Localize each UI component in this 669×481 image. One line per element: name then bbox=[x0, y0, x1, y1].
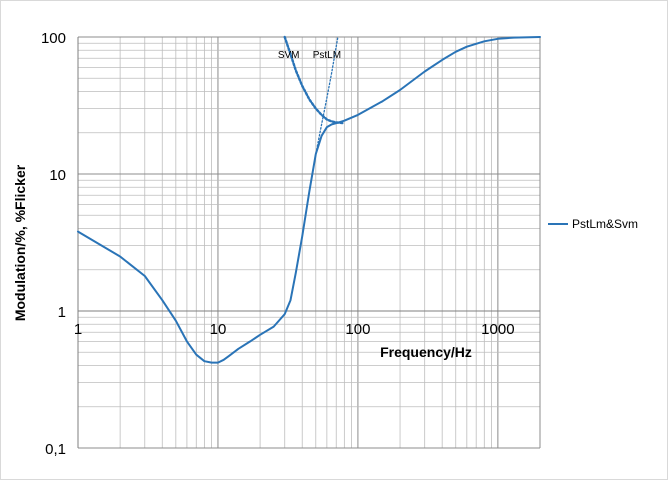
annotation-label: SVM bbox=[278, 50, 300, 61]
y-tick-label: 100 bbox=[41, 30, 66, 47]
x-tick-label: 1 bbox=[74, 321, 82, 338]
label-layer: 1 10 100 1000 0,1 1 10 100 SVM PstLM bbox=[41, 30, 515, 458]
y-axis-title: Modulation/%, %Flicker bbox=[12, 164, 28, 321]
y-tick-label: 10 bbox=[49, 167, 66, 184]
y-tick-label: 1 bbox=[58, 304, 66, 321]
series-line-pstlm-svm bbox=[77, 36, 541, 364]
y-tick-label: 0,1 bbox=[45, 441, 66, 458]
annotation-label: PstLM bbox=[313, 50, 341, 61]
legend: PstLm&Svm bbox=[548, 217, 638, 231]
x-tick-label: 100 bbox=[345, 321, 370, 338]
series-line-pstlm bbox=[308, 36, 339, 192]
series-line-svm bbox=[283, 35, 346, 125]
x-axis-title: Frequency/Hz bbox=[380, 344, 472, 360]
x-tick-label: 1000 bbox=[481, 321, 514, 338]
series-layer bbox=[77, 35, 541, 364]
grid-layer bbox=[77, 36, 541, 449]
x-tick-label: 10 bbox=[210, 321, 227, 338]
legend-label: PstLm&Svm bbox=[572, 217, 638, 231]
